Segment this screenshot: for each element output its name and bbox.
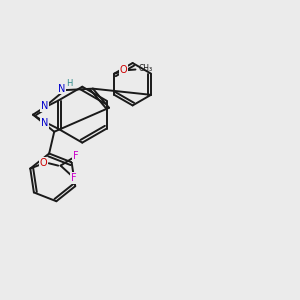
- Text: F: F: [73, 151, 78, 161]
- Text: F: F: [71, 173, 77, 183]
- Text: CH₃: CH₃: [139, 64, 153, 74]
- Text: H: H: [66, 79, 72, 88]
- Text: O: O: [120, 65, 127, 75]
- Text: N: N: [58, 84, 65, 94]
- Text: N: N: [40, 101, 48, 111]
- Text: N: N: [40, 118, 48, 128]
- Text: O: O: [40, 158, 47, 168]
